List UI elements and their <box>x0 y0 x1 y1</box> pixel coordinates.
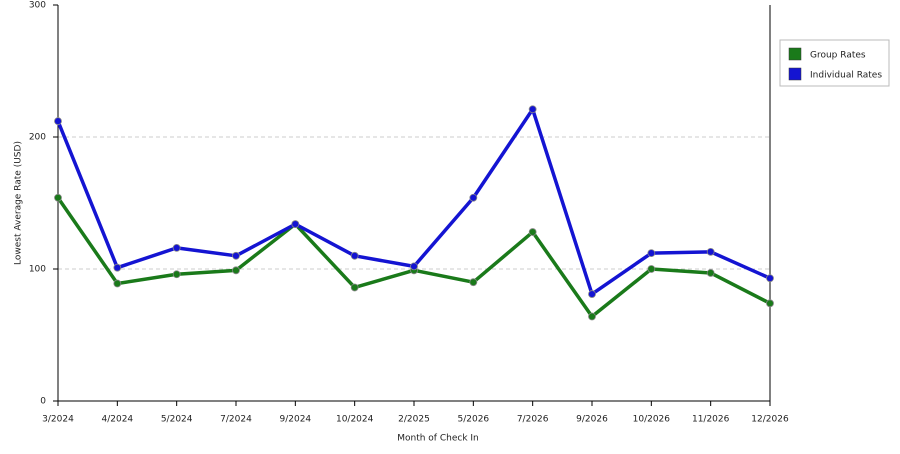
y-tick-label: 200 <box>29 133 46 143</box>
y-axis-label: Lowest Average Rate (USD) <box>14 141 24 265</box>
y-tick-label: 0 <box>40 397 46 407</box>
legend-swatch <box>788 67 802 81</box>
data-point <box>54 117 62 126</box>
x-tick-label: 5/2024 <box>161 415 193 425</box>
data-point <box>291 220 300 229</box>
data-point <box>113 279 122 288</box>
data-point <box>706 269 715 277</box>
data-point <box>113 263 122 272</box>
data-point <box>172 270 181 279</box>
data-point <box>469 193 478 202</box>
x-tick-label: 12/2026 <box>751 415 789 425</box>
data-point <box>469 278 478 287</box>
x-tick-label: 7/2024 <box>220 415 252 425</box>
data-point <box>647 249 656 258</box>
data-point <box>528 105 537 114</box>
data-point <box>528 228 537 236</box>
x-tick-label: 5/2026 <box>457 415 489 425</box>
data-point <box>647 265 656 273</box>
data-point <box>766 299 774 308</box>
legend-label: Group Rates <box>810 51 866 61</box>
data-point <box>350 251 359 260</box>
data-point <box>232 266 240 275</box>
x-axis-label: Month of Check In <box>397 434 479 444</box>
data-point <box>706 247 715 256</box>
legend-box <box>779 39 890 87</box>
x-tick-label: 10/2026 <box>633 415 671 425</box>
x-tick-label: 7/2026 <box>517 415 549 425</box>
data-point <box>588 290 596 298</box>
data-point <box>54 193 62 202</box>
data-point <box>232 251 240 260</box>
data-point <box>172 243 181 252</box>
data-point <box>766 274 774 283</box>
x-tick-label: 11/2026 <box>692 415 730 425</box>
x-tick-label: 10/2024 <box>336 415 374 425</box>
legend-label: Individual Rates <box>810 71 882 81</box>
data-point <box>588 312 596 321</box>
x-tick-label: 3/2024 <box>42 415 74 425</box>
legend-swatch <box>788 47 802 61</box>
x-tick-label: 4/2024 <box>101 415 133 425</box>
x-tick-label: 9/2026 <box>576 415 608 425</box>
x-tick-label: 2/2025 <box>398 415 430 425</box>
y-tick-label: 100 <box>29 265 46 275</box>
data-point <box>350 283 359 292</box>
x-tick-label: 9/2024 <box>279 415 311 425</box>
y-tick-label: 300 <box>29 1 46 11</box>
series-line <box>56 196 771 319</box>
data-point <box>410 262 418 271</box>
